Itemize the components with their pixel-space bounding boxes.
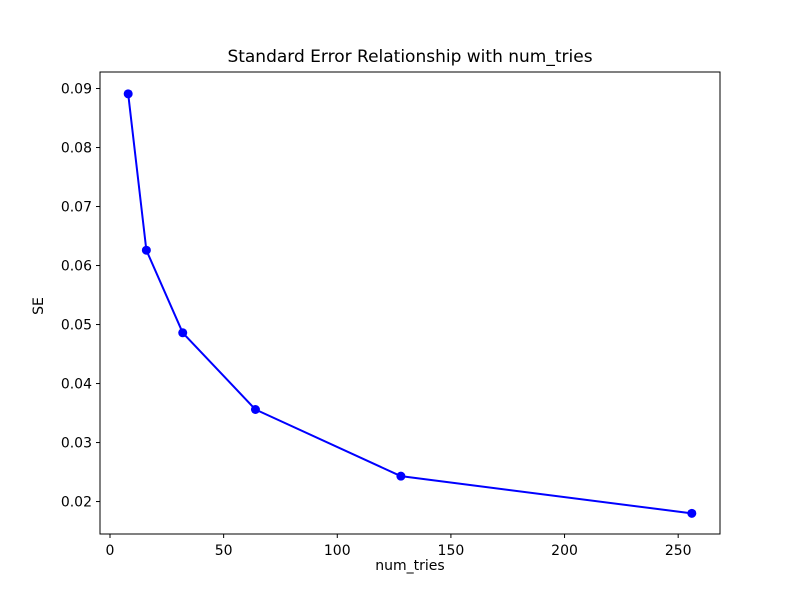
y-tick-label: 0.03 (61, 436, 92, 452)
y-tick-label: 0.06 (61, 259, 92, 275)
x-tick-label: 50 (215, 543, 233, 559)
y-axis-label: SE (31, 297, 47, 315)
se-line (127, 92, 693, 515)
y-tick-label: 0.02 (61, 495, 92, 511)
axes-frame (99, 71, 721, 535)
data-point (396, 471, 406, 481)
x-axis-label: num_tries (375, 558, 445, 574)
data-point (250, 405, 260, 415)
x-tick-label: 100 (324, 543, 351, 559)
chart-title: Standard Error Relationship with num_tri… (227, 47, 593, 67)
y-tick-label: 0.08 (61, 141, 92, 157)
x-tick-label: 200 (551, 543, 578, 559)
y-tick-label: 0.05 (61, 318, 92, 334)
data-point (141, 245, 151, 255)
x-tick-label: 150 (438, 543, 465, 559)
y-tick-label: 0.07 (61, 200, 92, 216)
data-point (687, 508, 697, 518)
y-tick-label: 0.09 (61, 82, 92, 98)
x-tick-label: 0 (106, 543, 115, 559)
x-tick-label: 250 (665, 543, 692, 559)
y-tick-label: 0.04 (61, 377, 92, 393)
data-point (178, 328, 188, 338)
data-point (123, 89, 133, 99)
